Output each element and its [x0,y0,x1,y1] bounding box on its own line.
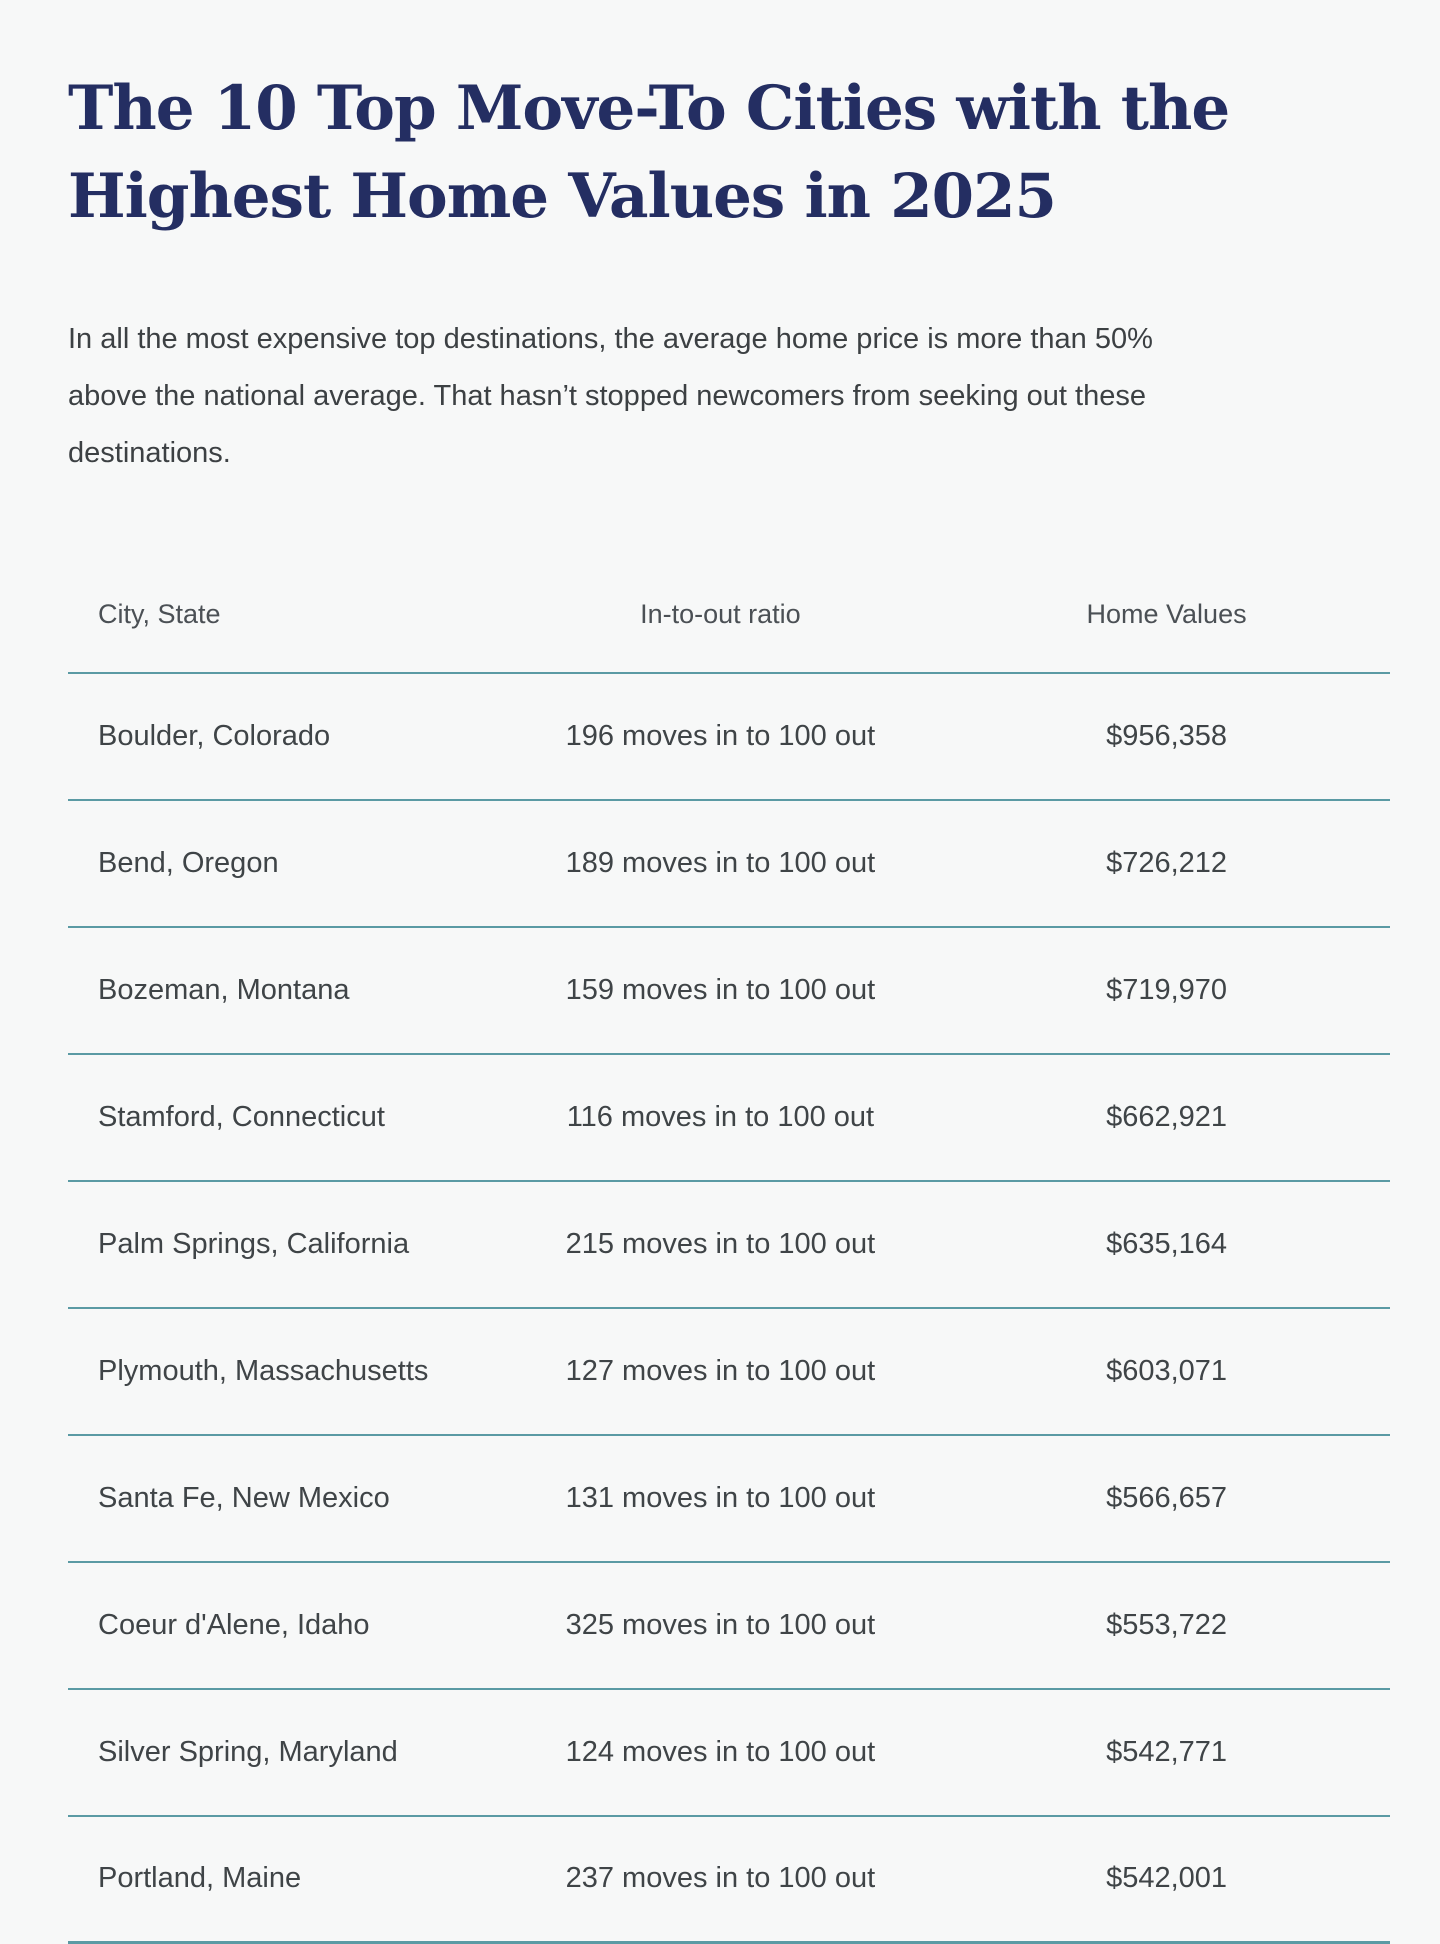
cell-city: Santa Fe, New Mexico [98,1481,390,1514]
page-title: The 10 Top Move-To Cities with the Highe… [68,65,1390,241]
table-row: Coeur d'Alene, Idaho 325 moves in to 100… [68,1563,1390,1690]
cell-value: $662,921 [1106,1100,1228,1133]
cell-value: $542,001 [1106,1862,1228,1895]
cell-city: Bend, Oregon [98,846,279,879]
table-row: Bend, Oregon 189 moves in to 100 out $72… [68,801,1390,928]
cell-city: Coeur d'Alene, Idaho [98,1608,370,1641]
cell-ratio: 325 moves in to 100 out [565,1608,876,1641]
cell-city: Boulder, Colorado [98,719,331,752]
cell-city: Bozeman, Montana [98,973,350,1006]
cell-ratio: 189 moves in to 100 out [565,846,876,879]
cell-ratio: 124 moves in to 100 out [565,1735,876,1768]
column-header-city: City, State [98,598,221,629]
table-row: Palm Springs, California 215 moves in to… [68,1182,1390,1309]
cell-ratio: 116 moves in to 100 out [566,1100,875,1133]
cell-value: $635,164 [1106,1227,1228,1260]
column-header-value: Home Values [1086,598,1247,629]
table-row: Stamford, Connecticut 116 moves in to 10… [68,1055,1390,1182]
page-title-line-1: The 10 Top Move-To Cities with the [68,72,1230,144]
cell-value: $542,771 [1106,1735,1228,1768]
cell-ratio: 215 moves in to 100 out [565,1227,876,1260]
cell-value: $956,358 [1106,719,1228,752]
cell-value: $603,071 [1106,1354,1228,1387]
table-row: Santa Fe, New Mexico 131 moves in to 100… [68,1436,1390,1563]
table-row: Boulder, Colorado 196 moves in to 100 ou… [68,674,1390,801]
home-values-table: City, State In-to-out ratio Home Values … [68,563,1390,1944]
table-row: Portland, Maine 237 moves in to 100 out … [68,1817,1390,1944]
cell-value: $553,722 [1106,1608,1228,1641]
cell-city: Palm Springs, California [98,1227,410,1260]
table-row: Plymouth, Massachusetts 127 moves in to … [68,1309,1390,1436]
cell-ratio: 196 moves in to 100 out [565,719,876,752]
cell-city: Portland, Maine [98,1862,302,1895]
cell-ratio: 159 moves in to 100 out [565,973,876,1006]
intro-paragraph: In all the most expensive top destinatio… [68,322,1153,469]
table-header-row: City, State In-to-out ratio Home Values [68,563,1390,674]
cell-value: $726,212 [1106,846,1228,879]
cell-ratio: 237 moves in to 100 out [565,1862,876,1895]
cell-value: $719,970 [1106,973,1228,1006]
cell-city: Silver Spring, Maryland [98,1735,398,1768]
cell-ratio: 131 moves in to 100 out [565,1481,876,1514]
cell-city: Plymouth, Massachusetts [98,1354,429,1387]
table-row: Bozeman, Montana 159 moves in to 100 out… [68,928,1390,1055]
cell-ratio: 127 moves in to 100 out [565,1354,876,1387]
cell-value: $566,657 [1106,1481,1228,1514]
cell-city: Stamford, Connecticut [98,1100,385,1133]
page-title-line-2: Highest Home Values in 2025 [68,160,1057,232]
table-row: Silver Spring, Maryland 124 moves in to … [68,1690,1390,1817]
column-header-ratio: In-to-out ratio [640,598,801,629]
table-body: Boulder, Colorado 196 moves in to 100 ou… [68,674,1390,1944]
